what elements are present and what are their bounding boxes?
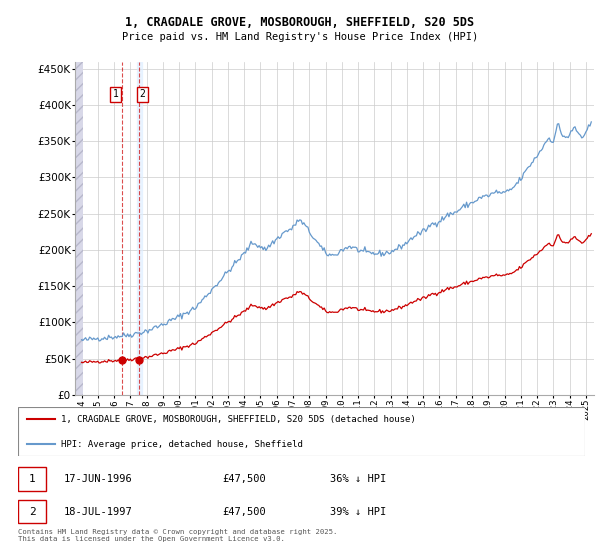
Text: £47,500: £47,500: [222, 474, 266, 484]
FancyBboxPatch shape: [18, 407, 585, 456]
Text: 17-JUN-1996: 17-JUN-1996: [64, 474, 132, 484]
Text: 2: 2: [139, 89, 145, 99]
Text: HPI: Average price, detached house, Sheffield: HPI: Average price, detached house, Shef…: [61, 440, 302, 449]
Text: 18-JUL-1997: 18-JUL-1997: [64, 507, 132, 517]
Text: 36% ↓ HPI: 36% ↓ HPI: [330, 474, 386, 484]
Text: Price paid vs. HM Land Registry's House Price Index (HPI): Price paid vs. HM Land Registry's House …: [122, 32, 478, 43]
Text: £47,500: £47,500: [222, 507, 266, 517]
FancyBboxPatch shape: [18, 500, 46, 524]
Bar: [75, 62, 83, 395]
Text: 1, CRAGDALE GROVE, MOSBOROUGH, SHEFFIELD, S20 5DS: 1, CRAGDALE GROVE, MOSBOROUGH, SHEFFIELD…: [125, 16, 475, 29]
Bar: [137, 62, 142, 395]
Text: 39% ↓ HPI: 39% ↓ HPI: [330, 507, 386, 517]
Text: 2: 2: [29, 507, 35, 517]
Text: 1: 1: [29, 474, 35, 484]
Text: 1: 1: [113, 89, 119, 99]
Text: Contains HM Land Registry data © Crown copyright and database right 2025.
This d: Contains HM Land Registry data © Crown c…: [18, 529, 337, 542]
FancyBboxPatch shape: [18, 467, 46, 491]
Text: 1, CRAGDALE GROVE, MOSBOROUGH, SHEFFIELD, S20 5DS (detached house): 1, CRAGDALE GROVE, MOSBOROUGH, SHEFFIELD…: [61, 415, 415, 424]
